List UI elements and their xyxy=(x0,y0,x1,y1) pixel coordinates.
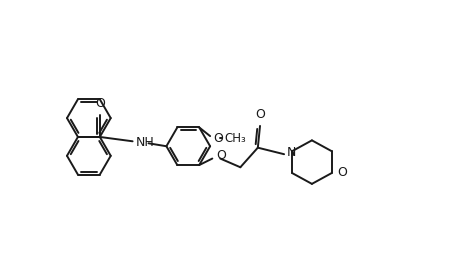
Text: O: O xyxy=(337,166,346,180)
Text: N: N xyxy=(287,146,297,159)
Text: O: O xyxy=(216,149,226,162)
Text: CH₃: CH₃ xyxy=(224,132,246,145)
Text: O: O xyxy=(255,108,265,121)
Text: O: O xyxy=(213,132,223,145)
Text: O: O xyxy=(95,97,105,110)
Text: NH: NH xyxy=(135,136,154,149)
